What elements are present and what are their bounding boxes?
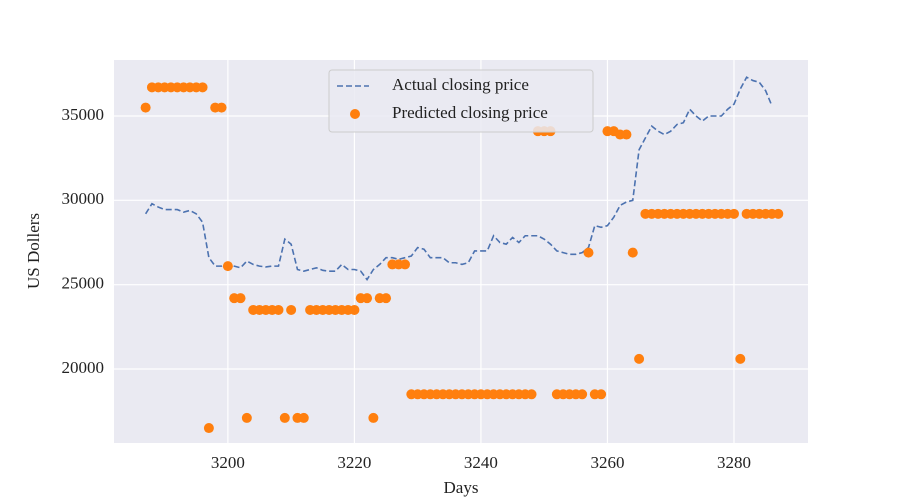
x-tick-label: 3200	[211, 453, 245, 472]
prediction-point	[400, 259, 411, 270]
legend-dot	[350, 109, 360, 119]
legend: Actual closing price Predicted closing pr…	[328, 69, 594, 133]
x-tick-label: 3260	[590, 453, 624, 472]
prediction-point	[279, 412, 290, 423]
legend-label: Actual closing price	[392, 75, 529, 94]
prediction-point	[526, 389, 537, 400]
y-tick-label: 20000	[62, 358, 105, 377]
prediction-point	[298, 412, 309, 423]
legend-label: Predicted closing price	[392, 103, 548, 122]
prediction-point	[362, 293, 373, 304]
prediction-point	[627, 247, 638, 258]
prediction-point	[235, 293, 246, 304]
y-tick-label: 35000	[62, 105, 105, 124]
prediction-point	[596, 389, 607, 400]
y-tick-label: 30000	[62, 189, 105, 208]
prediction-point	[735, 353, 746, 364]
prediction-point	[728, 208, 739, 219]
prediction-point	[621, 129, 632, 140]
prediction-point	[273, 304, 284, 315]
prediction-point	[140, 102, 151, 113]
prediction-point	[197, 82, 208, 93]
x-tick-label: 3280	[717, 453, 751, 472]
prediction-point	[368, 412, 379, 423]
legend-box	[328, 69, 594, 133]
prediction-point	[203, 423, 214, 434]
prediction-point	[577, 389, 588, 400]
prediction-point	[381, 293, 392, 304]
x-tick-label: 3240	[464, 453, 498, 472]
x-axis-label: Days	[444, 478, 479, 497]
prediction-point	[349, 304, 360, 315]
y-axis-label: US Dollers	[24, 213, 43, 289]
prediction-point	[634, 353, 645, 364]
prediction-point	[216, 102, 227, 113]
prediction-point	[773, 208, 784, 219]
y-tick-label: 25000	[62, 274, 105, 293]
prediction-point	[241, 412, 252, 423]
prediction-point	[222, 261, 233, 272]
prediction-point	[583, 247, 594, 258]
prediction-point	[286, 304, 297, 315]
x-tick-label: 3220	[337, 453, 371, 472]
price-line	[144, 76, 773, 282]
